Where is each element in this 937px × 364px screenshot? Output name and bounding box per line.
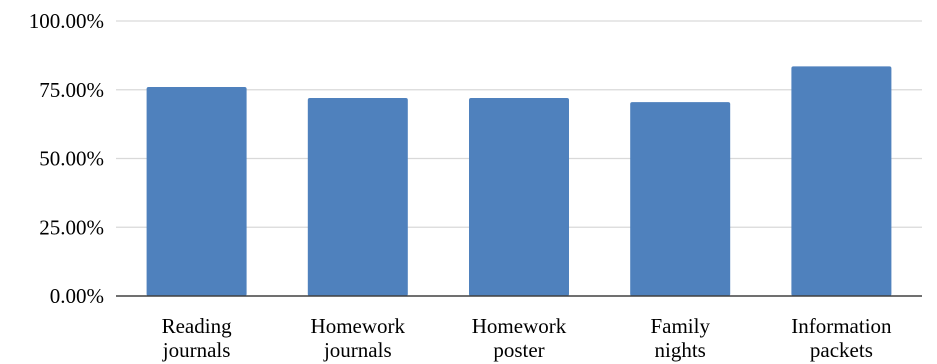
x-tick-label: Homework journals [311,314,406,362]
y-tick-label: 50.00% [39,147,104,171]
bars [146,66,892,296]
bar [630,102,731,296]
x-tick-label: Family nights [650,314,710,362]
x-tick-label-line: Homework [472,314,567,338]
x-tick-label: Homework poster [472,314,567,362]
x-tick-label: Reading journals [162,314,232,362]
x-tick-label: Information packets [791,314,892,362]
x-tick-label-line: Information [791,314,892,338]
bar [146,87,247,296]
x-tick-label-line: journals [323,338,392,362]
x-tick-label-line: nights [655,338,706,362]
y-axis-tick-labels: 0.00% 25.00% 50.00% 75.00% 100.00% [29,9,104,308]
bar [307,98,408,296]
bar [791,66,892,296]
x-tick-label-line: packets [810,338,873,362]
x-tick-label-line: poster [493,338,544,362]
y-tick-label: 25.00% [39,215,104,239]
y-tick-label: 75.00% [39,78,104,102]
y-tick-label: 100.00% [29,9,104,33]
x-tick-label-line: journals [162,338,231,362]
x-tick-label-line: Reading [162,314,232,338]
x-tick-label-line: Homework [311,314,406,338]
bar [469,98,569,296]
y-tick-label: 0.00% [50,284,104,308]
x-tick-label-line: Family [650,314,710,338]
